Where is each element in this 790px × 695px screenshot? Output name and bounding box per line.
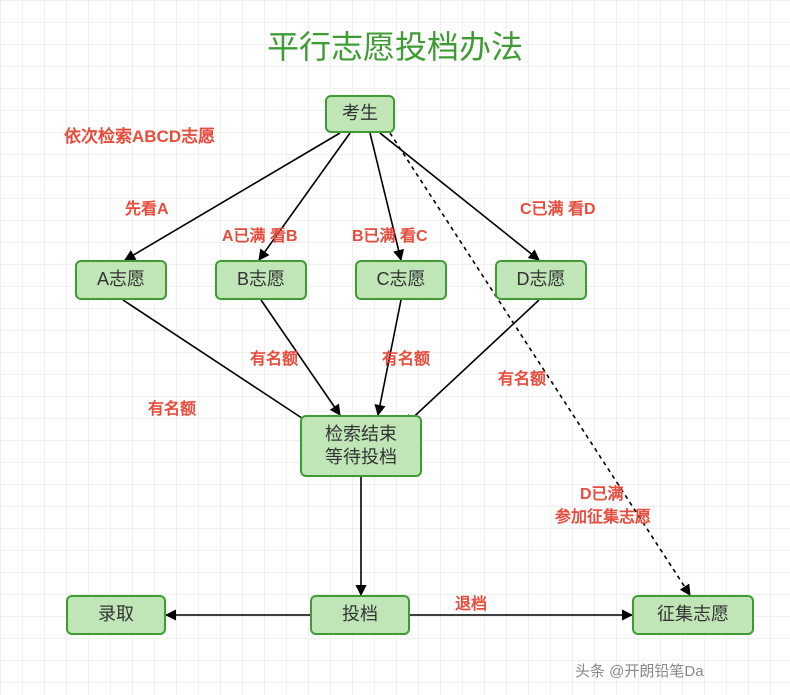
edge-label-7: 有名额 (382, 345, 430, 369)
node-collect: 征集志愿 (632, 595, 754, 635)
edge-label-9: D已满 (580, 480, 624, 504)
edge-label-6: 有名额 (250, 345, 298, 369)
node-admit: 录取 (66, 595, 166, 635)
edge-label-4: C已满 看D (520, 195, 596, 219)
edge-label-10: 参加征集志愿 (555, 503, 651, 527)
edge-label-3: B已满 看C (352, 222, 428, 246)
edge-label-5: 有名额 (148, 395, 196, 419)
watermark: 头条 @开朗铅笔Da (575, 660, 704, 681)
node-student: 考生 (325, 95, 395, 133)
node-wait: 检索结束 等待投档 (300, 415, 422, 477)
edge-label-11: 退档 (455, 590, 487, 614)
edge-label-0: 依次检索ABCD志愿 (64, 122, 215, 147)
edge-label-1: 先看A (125, 195, 169, 219)
diagram-title: 平行志愿投档办法 (0, 22, 790, 68)
node-a: A志愿 (75, 260, 167, 300)
edge-label-8: 有名额 (498, 365, 546, 389)
edge-label-2: A已满 看B (222, 222, 298, 246)
node-c: C志愿 (355, 260, 447, 300)
node-d: D志愿 (495, 260, 587, 300)
node-b: B志愿 (215, 260, 307, 300)
node-file: 投档 (310, 595, 410, 635)
